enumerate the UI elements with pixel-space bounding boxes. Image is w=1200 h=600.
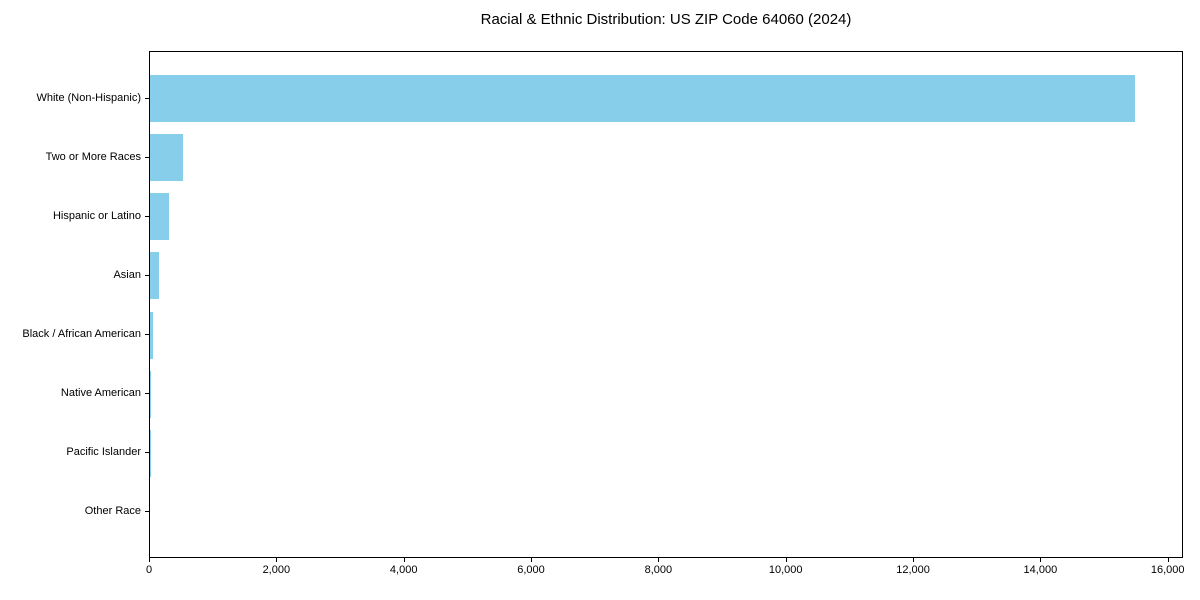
- x-axis-tick: [1167, 558, 1169, 562]
- bar-white-non-hispanic: [150, 75, 1135, 123]
- x-axis-tick: [658, 558, 660, 562]
- chart-title: Racial & Ethnic Distribution: US ZIP Cod…: [480, 11, 852, 28]
- x-axis-tick: [1040, 558, 1042, 562]
- y-axis-tick: [145, 215, 149, 217]
- y-axis-tick: [145, 452, 149, 454]
- y-axis-label: Two or More Races: [45, 150, 141, 163]
- x-axis-tick: [276, 558, 278, 562]
- x-axis-label: 0: [145, 564, 153, 576]
- x-axis-label: 6,000: [517, 564, 545, 576]
- x-axis-tick: [913, 558, 915, 562]
- y-axis-label: White (Non-Hispanic): [36, 91, 141, 104]
- bar-hispanic-or-latino: [150, 193, 169, 241]
- x-axis-tick: [403, 558, 405, 562]
- plot-area: [149, 51, 1183, 558]
- bar-two-or-more-races: [150, 134, 183, 182]
- x-axis-label: 10,000: [768, 564, 803, 576]
- bar-native-american: [150, 370, 151, 418]
- x-axis-tick: [149, 558, 150, 562]
- y-axis-tick: [145, 511, 149, 513]
- y-axis-tick: [145, 97, 149, 99]
- y-axis-label: Asian: [113, 268, 141, 281]
- x-axis-label: 2,000: [262, 564, 291, 576]
- y-axis-tick: [145, 274, 149, 276]
- x-axis-label: 16,000: [1150, 564, 1185, 576]
- bar-asian: [150, 252, 159, 300]
- x-axis-label: 4,000: [389, 564, 418, 576]
- x-axis-label: 12,000: [896, 564, 930, 576]
- x-axis-tick: [785, 558, 787, 562]
- x-axis-label: 14,000: [1023, 564, 1058, 576]
- y-axis-label: Other Race: [84, 505, 141, 518]
- y-axis-tick: [145, 393, 149, 395]
- x-axis-tick: [531, 558, 533, 562]
- y-axis-label: Black / African American: [22, 328, 141, 341]
- y-axis-label: Hispanic or Latino: [52, 209, 141, 222]
- x-axis-label: 8,000: [644, 564, 673, 576]
- y-axis-tick: [145, 334, 149, 336]
- y-axis-label: Pacific Islander: [66, 446, 141, 459]
- y-axis-label: Native American: [60, 387, 141, 400]
- y-axis-tick: [145, 156, 149, 158]
- bar-black-african-american: [150, 311, 154, 359]
